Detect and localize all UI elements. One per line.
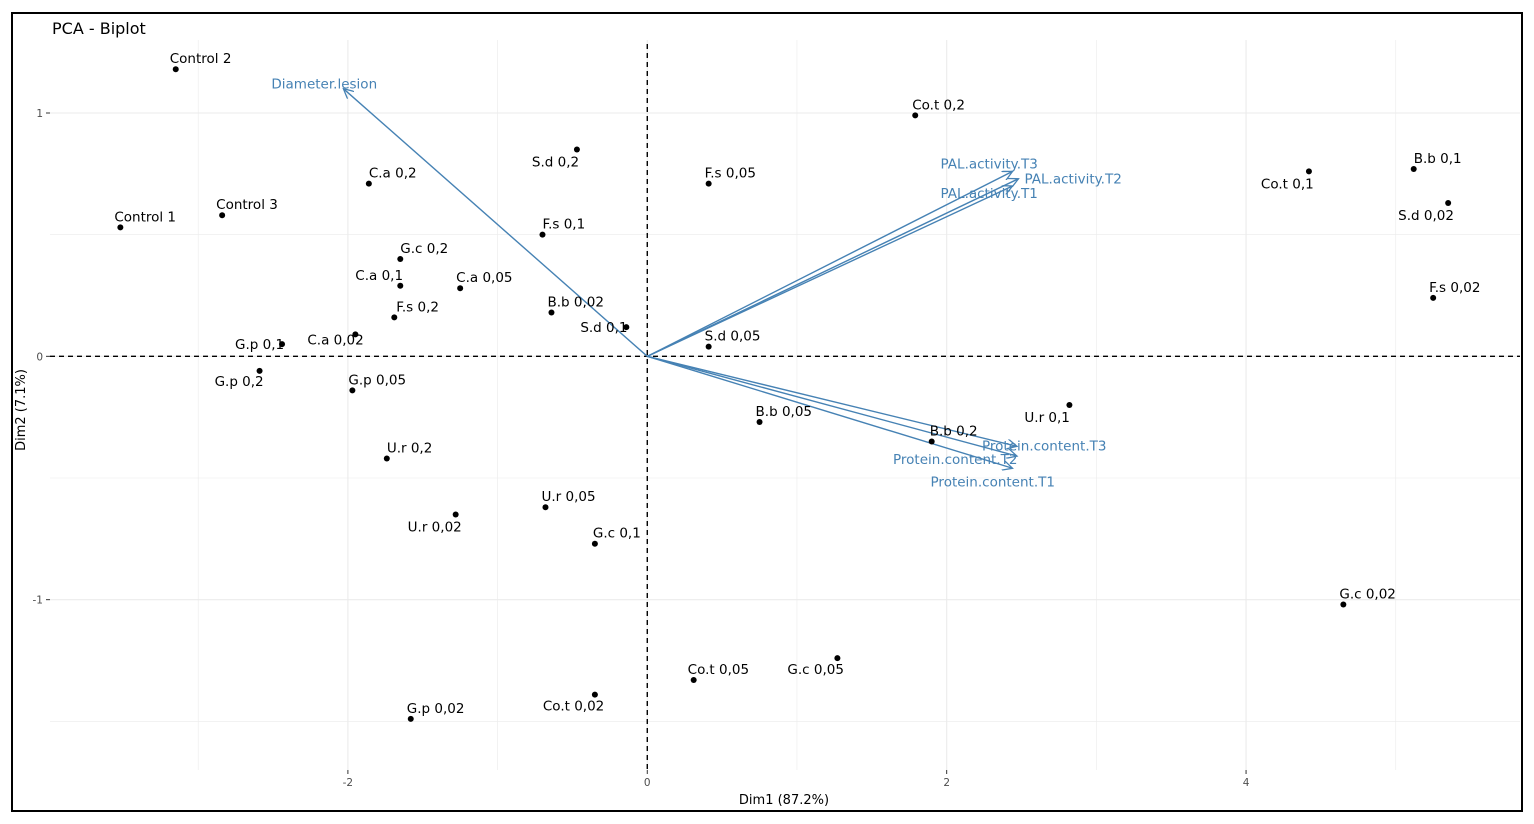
variable-label: Protein.content.T1 — [931, 474, 1055, 490]
individual-points: Control 2 Control 1 Control 3 C.a 0,2 G.c 0,… — [114, 51, 1480, 722]
data-point — [172, 66, 179, 73]
axis-ticks: -2 0 2 4 -1 0 1 — [33, 108, 1250, 789]
data-point — [539, 231, 546, 238]
point-label: S.d 0,05 — [705, 329, 761, 345]
reference-lines — [50, 44, 1520, 770]
data-point — [117, 224, 124, 231]
x-tick-label: 2 — [943, 777, 950, 789]
point-label: G.c 0,1 — [593, 526, 641, 542]
point-label: F.s 0,2 — [396, 299, 439, 315]
data-point — [1340, 601, 1347, 608]
point-label: Control 1 — [114, 209, 176, 225]
data-point — [365, 180, 372, 187]
point-label: S.d 0,2 — [532, 155, 579, 171]
variable-label: Protein.content.T2 — [893, 452, 1017, 468]
data-point — [352, 331, 359, 338]
data-point — [349, 387, 356, 394]
y-tick-label: -1 — [33, 595, 43, 607]
data-point — [1305, 168, 1312, 175]
point-label: U.r 0,2 — [387, 441, 432, 457]
data-point — [591, 691, 598, 698]
data-point — [591, 540, 598, 547]
data-point — [256, 367, 263, 374]
variable-arrow — [646, 171, 1012, 357]
data-point — [705, 180, 712, 187]
data-point — [279, 341, 286, 348]
point-label: U.r 0,02 — [408, 520, 462, 536]
data-point — [1430, 294, 1437, 301]
point-label: B.b 0,1 — [1414, 151, 1462, 167]
point-label: F.s 0,1 — [542, 217, 585, 233]
data-point — [407, 715, 414, 722]
point-label: Co.t 0,05 — [688, 662, 749, 678]
point-label: Co.t 0,1 — [1261, 176, 1314, 192]
data-point — [756, 419, 763, 426]
point-label: G.p 0,1 — [235, 337, 284, 353]
point-label: S.d 0,02 — [1398, 208, 1454, 224]
data-point — [623, 324, 630, 331]
y-tick-label: 0 — [36, 351, 43, 363]
variable-arrow — [343, 89, 648, 357]
point-label: C.a 0,02 — [307, 332, 363, 348]
variable-arrow — [647, 355, 1012, 468]
point-label: G.p 0,05 — [348, 372, 406, 388]
variable-arrow — [647, 355, 1017, 446]
data-point — [1445, 200, 1452, 207]
data-point — [1066, 402, 1073, 408]
point-label: F.s 0,02 — [1429, 280, 1480, 296]
variable-label: Diameter.lesion — [271, 77, 377, 93]
point-label: G.p 0,02 — [407, 701, 465, 717]
point-label: Co.t 0,2 — [912, 97, 965, 113]
point-label: U.r 0,1 — [1024, 410, 1069, 426]
data-point — [397, 256, 404, 262]
point-label: Co.t 0,02 — [543, 699, 604, 715]
point-label: G.c 0,05 — [787, 662, 844, 678]
point-label: Control 2 — [170, 51, 232, 67]
point-label: B.b 0,05 — [756, 404, 812, 420]
point-label: G.p 0,2 — [215, 374, 264, 390]
data-point — [542, 504, 549, 511]
data-point — [219, 212, 226, 219]
x-tick-label: -2 — [343, 777, 353, 789]
variable-arrows: Diameter.lesionPAL.activity.T3PAL.activi… — [271, 77, 1121, 491]
x-tick-label: 4 — [1243, 777, 1250, 789]
data-point — [928, 438, 935, 445]
data-point — [548, 309, 555, 316]
point-label: B.b 0,2 — [930, 424, 978, 440]
point-label: S.d 0,1 — [580, 320, 627, 336]
data-point — [457, 285, 464, 292]
data-point — [912, 112, 919, 119]
point-label: C.a 0,1 — [355, 268, 403, 284]
y-tick-label: 1 — [36, 108, 43, 120]
data-point — [1410, 165, 1417, 172]
data-point — [383, 455, 390, 462]
data-point — [573, 146, 580, 153]
point-label: Control 3 — [216, 197, 278, 213]
point-label: C.a 0,2 — [369, 166, 417, 182]
data-point — [705, 343, 712, 350]
point-label: F.s 0,05 — [705, 166, 756, 182]
data-point — [397, 282, 404, 289]
point-label: G.c 0,02 — [1339, 587, 1396, 603]
variable-arrow — [647, 355, 1017, 456]
data-point — [834, 655, 841, 662]
chart-frame — [11, 12, 1523, 812]
data-point — [391, 314, 398, 321]
x-axis-title: Dim1 (87.2%) — [739, 793, 829, 808]
variable-label: PAL.activity.T1 — [941, 186, 1038, 202]
x-tick-label: 0 — [644, 777, 651, 789]
y-axis-title: Dim2 (7.1%) — [14, 369, 29, 451]
point-label: C.a 0,05 — [456, 270, 512, 286]
variable-label: PAL.activity.T3 — [941, 156, 1038, 172]
variable-label: PAL.activity.T2 — [1025, 172, 1122, 188]
point-label: U.r 0,05 — [541, 489, 595, 505]
data-point — [452, 511, 459, 518]
variable-arrow — [646, 186, 1012, 357]
point-label: G.c 0,2 — [400, 241, 448, 257]
data-point — [690, 676, 697, 683]
chart-title: PCA - Biplot — [52, 19, 146, 38]
point-label: B.b 0,02 — [547, 295, 603, 311]
